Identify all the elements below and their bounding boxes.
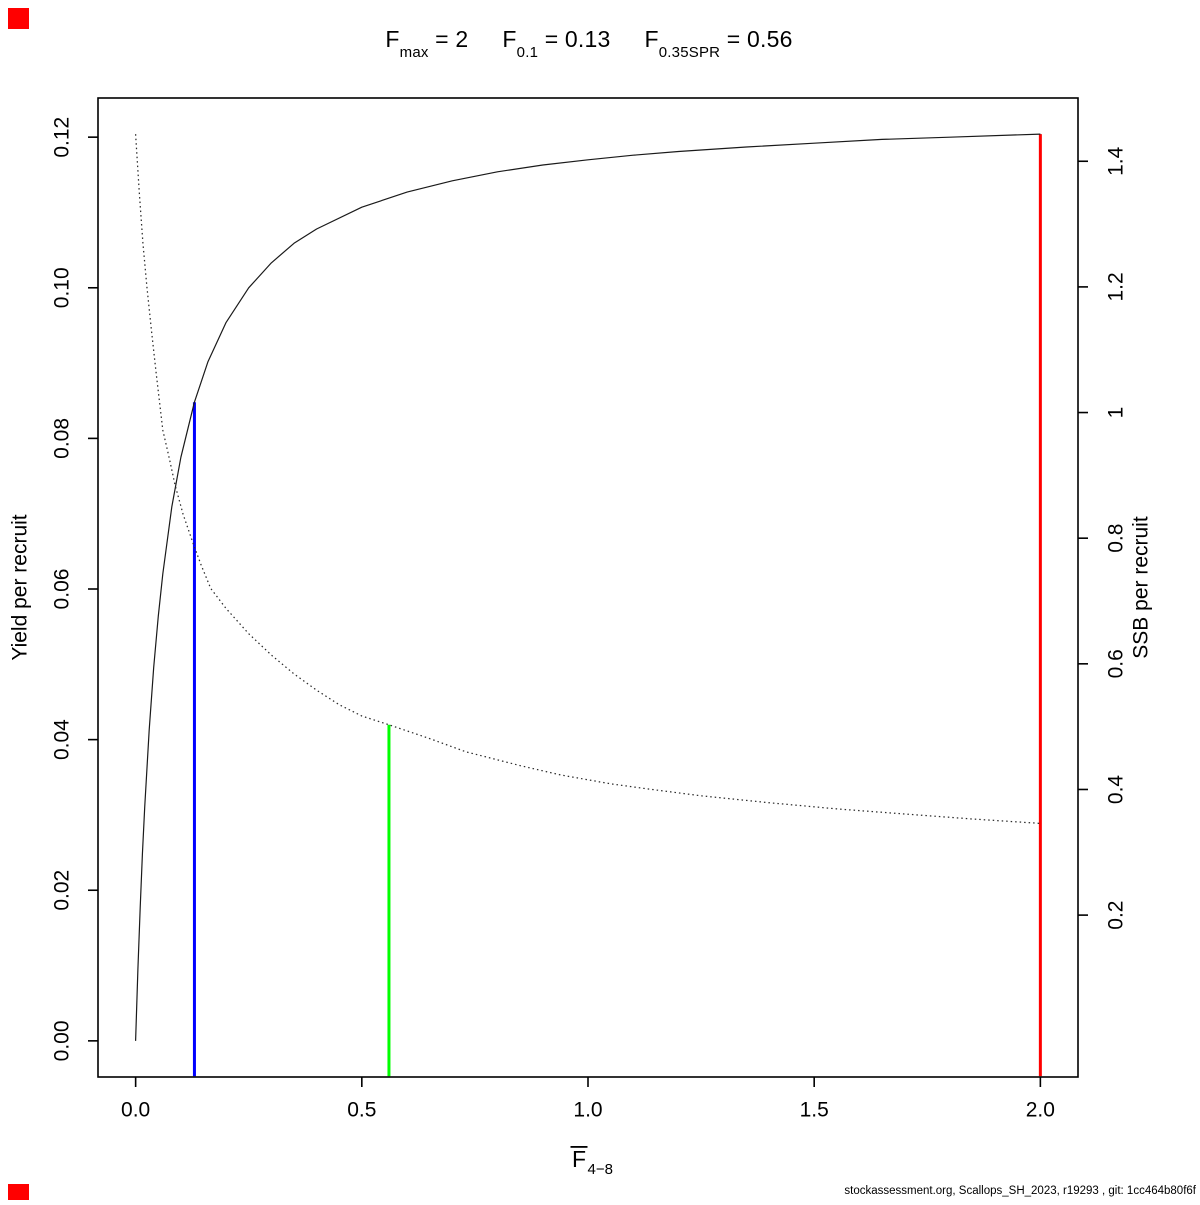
x-axis-title-base: F (572, 1146, 586, 1172)
x-tick-label: 2.0 (1026, 1099, 1055, 1122)
y-right-tick-label: 0.6 (1105, 649, 1128, 678)
y-right-tick-label: 0.4 (1104, 775, 1127, 805)
title-segment: Fmax = 2 (385, 26, 469, 61)
x-axis-title-overbar (570, 1146, 588, 1148)
y-left-tick-label: 0.10 (50, 267, 73, 308)
y-right-tick-label: 1 (1105, 407, 1128, 419)
footer-citation: stockassessment.org, Scallops_SH_2023, r… (844, 1185, 1196, 1197)
y-left-tick-label: 0.00 (50, 1020, 73, 1061)
title-segment: F0.35SPR = 0.56 (644, 26, 793, 61)
y-left-tick-label: 0.12 (50, 117, 73, 158)
y-left-axis-title: Yield per recruit (9, 514, 32, 660)
curve-yield-per-recruit (135, 133, 1041, 1041)
y-right-tick-label: 0.2 (1105, 900, 1128, 929)
y-right-tick-label: 0.8 (1104, 524, 1127, 553)
x-tick-label: 1.0 (573, 1099, 602, 1122)
x-axis-title-sub: 4−8 (588, 1161, 613, 1178)
y-left-tick-label: 0.08 (50, 418, 73, 459)
y-right-tick-label: 1.2 (1105, 272, 1128, 301)
y-left-tick-label: 0.02 (51, 870, 74, 911)
red-marker-bottom-left (8, 1184, 29, 1200)
x-tick-label: 0.5 (347, 1099, 376, 1122)
y-left-tick-label: 0.04 (51, 719, 74, 760)
y-right-tick-label: 1.4 (1104, 146, 1127, 176)
y-right-axis-title: SSB per recruit (1130, 516, 1153, 659)
red-marker-top-left (8, 8, 29, 29)
plot-box (97, 97, 1079, 1078)
curve-ssb-per-recruit (134, 134, 1041, 825)
y-left-tick-label: 0.06 (51, 569, 74, 610)
x-tick-label: 0.0 (121, 1099, 150, 1122)
title-segment: F0.1 = 0.13 (502, 26, 611, 61)
x-tick-label: 1.5 (800, 1099, 829, 1122)
chart-title: Fmax = 2 F0.1 = 0.13 F0.35SPR = 0.56 (0, 26, 1178, 61)
